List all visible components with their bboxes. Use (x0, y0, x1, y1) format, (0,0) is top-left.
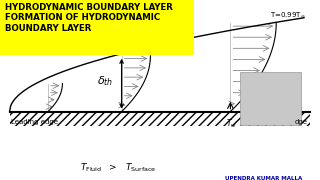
Text: UPENDRA KUMAR MALLA: UPENDRA KUMAR MALLA (225, 176, 302, 180)
Text: $T_w$: $T_w$ (227, 118, 237, 130)
Bar (10, 112, 310, 126)
Bar (240, 72, 301, 125)
Text: HYDRODYNAMIC BOUNDARY LAYER
FORMATION OF HYDRODYNAMIC
BOUNDARY LAYER: HYDRODYNAMIC BOUNDARY LAYER FORMATION OF… (5, 3, 173, 33)
Text: $T_{\rm Surface}$: $T_{\rm Surface}$ (125, 161, 156, 174)
Text: dge: dge (294, 119, 307, 125)
Text: T=0.99T$_\infty$: T=0.99T$_\infty$ (270, 11, 306, 20)
Text: $T_{\rm Fluid}$: $T_{\rm Fluid}$ (80, 161, 102, 174)
Text: Leading edge: Leading edge (11, 119, 58, 125)
Text: $\delta_{th}$: $\delta_{th}$ (98, 74, 114, 88)
Text: $>$: $>$ (107, 163, 117, 172)
